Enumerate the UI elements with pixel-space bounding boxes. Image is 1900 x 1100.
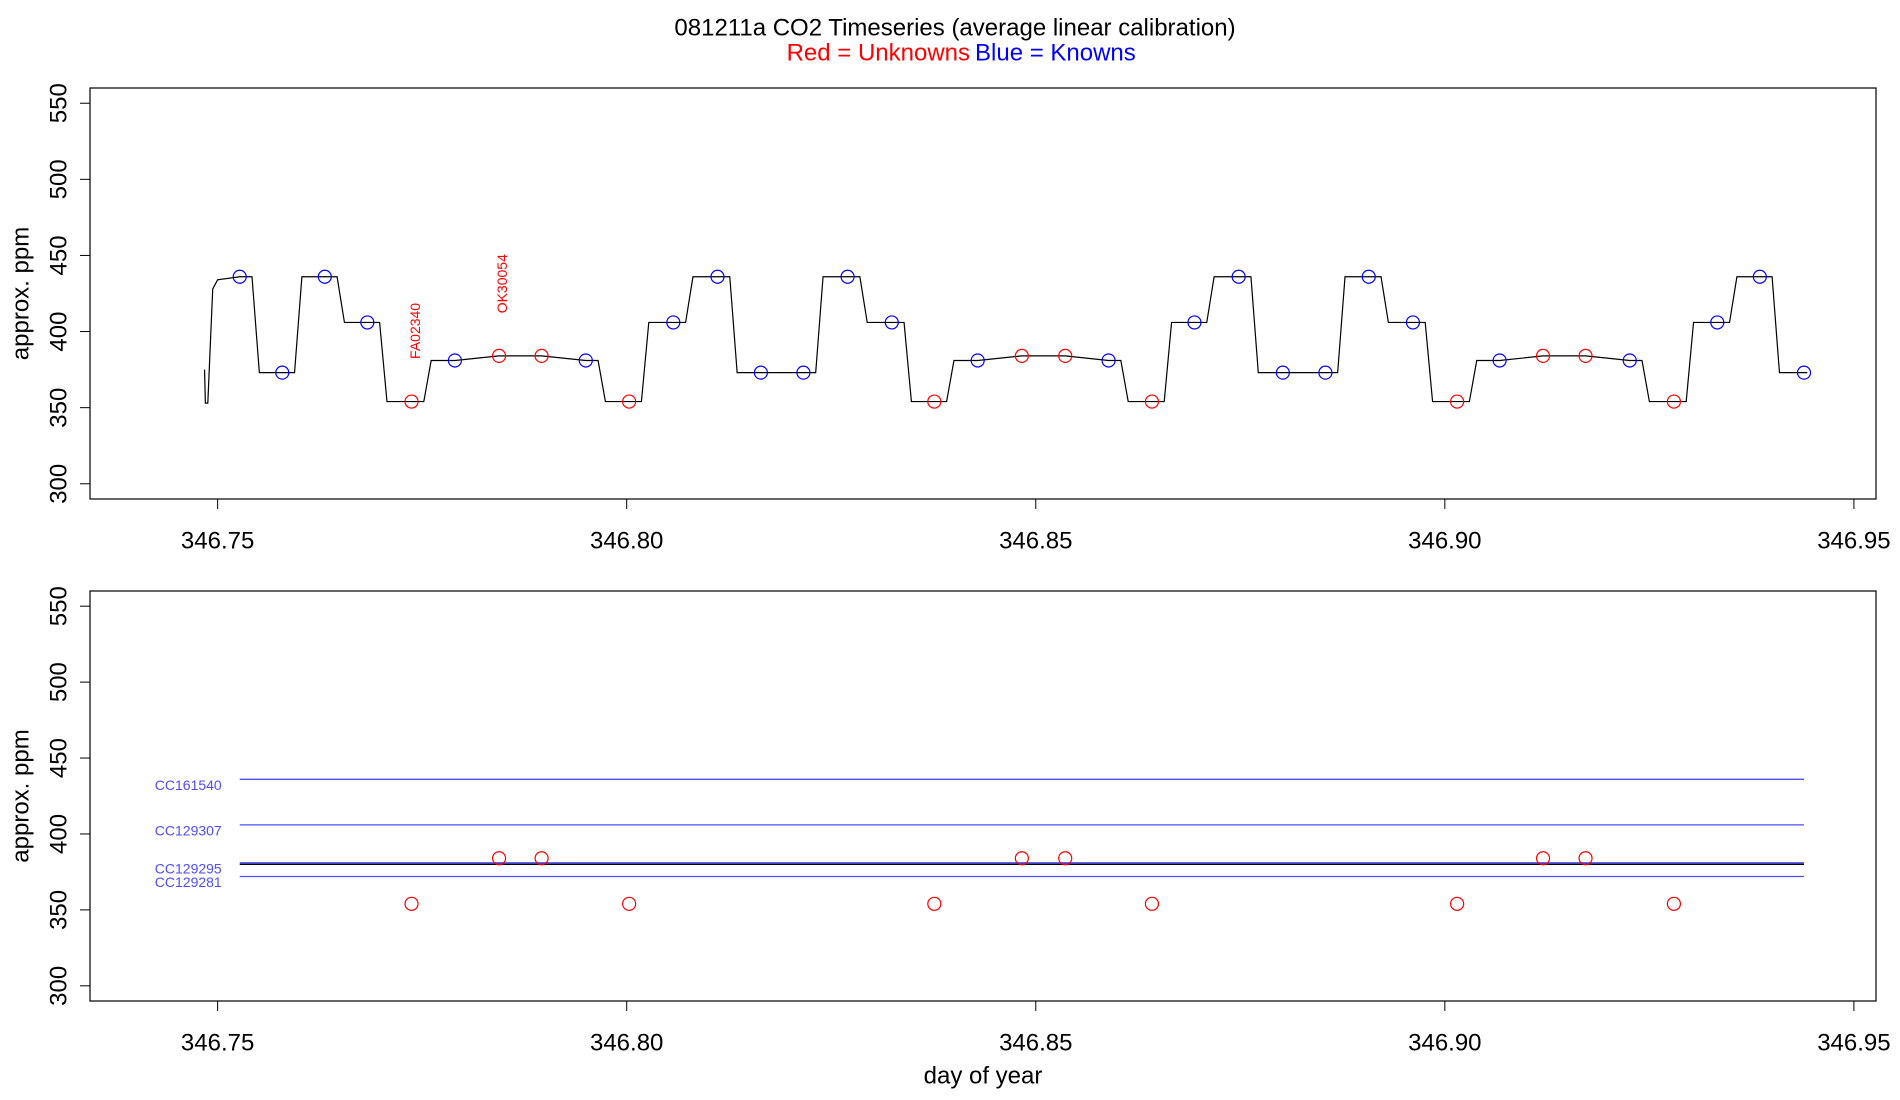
data-point <box>1101 353 1116 368</box>
data-point <box>232 269 247 284</box>
data-point <box>1187 315 1202 330</box>
reference-label: CC161540 <box>155 777 222 793</box>
plot-frame <box>89 87 1877 500</box>
data-point <box>1578 348 1593 364</box>
data-point <box>491 348 507 364</box>
data-point <box>927 896 942 911</box>
data-point <box>317 269 332 284</box>
reference-label: CC129307 <box>155 823 222 839</box>
y-tick-label: 350 <box>45 388 72 428</box>
data-point <box>404 394 419 409</box>
data-point <box>622 394 637 409</box>
y-tick-label: 350 <box>45 890 72 930</box>
data-point <box>1752 269 1767 284</box>
data-point <box>622 896 637 911</box>
data-point <box>1492 353 1507 368</box>
data-point <box>1796 365 1812 380</box>
data-point <box>1450 896 1465 911</box>
x-tick-label: 346.75 <box>181 1029 254 1056</box>
annotation: OK30054 <box>494 254 510 313</box>
data-point <box>1578 851 1593 866</box>
data-point <box>275 365 290 380</box>
legend-entry: Blue = Knowns <box>975 39 1136 66</box>
data-point <box>1231 269 1246 284</box>
data-point <box>1318 365 1333 380</box>
data-point <box>927 394 942 409</box>
y-axis-label: approx. ppm <box>7 227 34 360</box>
data-point <box>1144 394 1160 409</box>
data-point <box>360 315 375 330</box>
data-point <box>666 315 681 330</box>
x-tick-label: 346.90 <box>1408 527 1481 554</box>
data-point <box>796 365 811 380</box>
data-point <box>753 365 768 380</box>
data-point <box>534 348 549 364</box>
x-tick-label: 346.95 <box>1817 1029 1890 1056</box>
data-point <box>1014 851 1029 866</box>
x-tick-label: 346.80 <box>590 1029 663 1056</box>
data-point <box>1622 353 1637 368</box>
data-point <box>534 851 549 866</box>
data-point <box>710 269 725 284</box>
x-tick-label: 346.80 <box>590 527 663 554</box>
x-tick-label: 346.95 <box>1817 527 1890 554</box>
y-tick-label: 550 <box>45 83 72 123</box>
data-point <box>1450 394 1465 409</box>
data-point <box>1666 896 1682 911</box>
data-point <box>1710 315 1725 330</box>
data-point <box>1361 269 1376 284</box>
data-point <box>447 353 462 368</box>
y-axis-label: approx. ppm <box>7 729 34 862</box>
data-point <box>491 851 507 866</box>
data-point <box>840 269 855 284</box>
x-tick-label: 346.90 <box>1408 1029 1481 1056</box>
y-tick-label: 300 <box>45 464 72 504</box>
y-tick-label: 450 <box>45 235 72 275</box>
annotation: FA02340 <box>407 303 423 359</box>
y-tick-label: 300 <box>45 966 72 1006</box>
y-tick-label: 500 <box>45 662 72 702</box>
y-tick-label: 400 <box>45 312 72 352</box>
x-tick-label: 346.85 <box>999 1029 1072 1056</box>
data-point <box>1058 348 1073 364</box>
y-tick-label: 450 <box>45 738 72 778</box>
chart-title: 081211a CO2 Timeseries (average linear c… <box>674 14 1235 41</box>
plot-frame <box>89 590 1877 1002</box>
reference-label: CC129295 <box>155 861 222 877</box>
data-point <box>1275 365 1290 380</box>
y-tick-label: 500 <box>45 159 72 199</box>
y-tick-label: 400 <box>45 814 72 854</box>
data-point <box>1535 348 1551 364</box>
data-point <box>578 353 593 368</box>
legend-entry: Red = Unknowns <box>787 39 970 66</box>
data-point <box>1014 348 1029 364</box>
x-axis-label: day of year <box>924 1062 1043 1089</box>
data-point <box>1666 394 1682 409</box>
data-point <box>1405 315 1421 330</box>
data-point <box>884 315 899 330</box>
data-point <box>1058 851 1073 866</box>
x-tick-label: 346.85 <box>999 527 1072 554</box>
data-point <box>404 896 419 911</box>
y-tick-label: 550 <box>45 586 72 626</box>
data-line <box>203 276 1808 404</box>
x-tick-label: 346.75 <box>181 527 254 554</box>
reference-label: CC129281 <box>155 874 222 890</box>
data-point <box>1535 851 1551 866</box>
data-point <box>1144 896 1160 911</box>
data-point <box>970 353 985 368</box>
